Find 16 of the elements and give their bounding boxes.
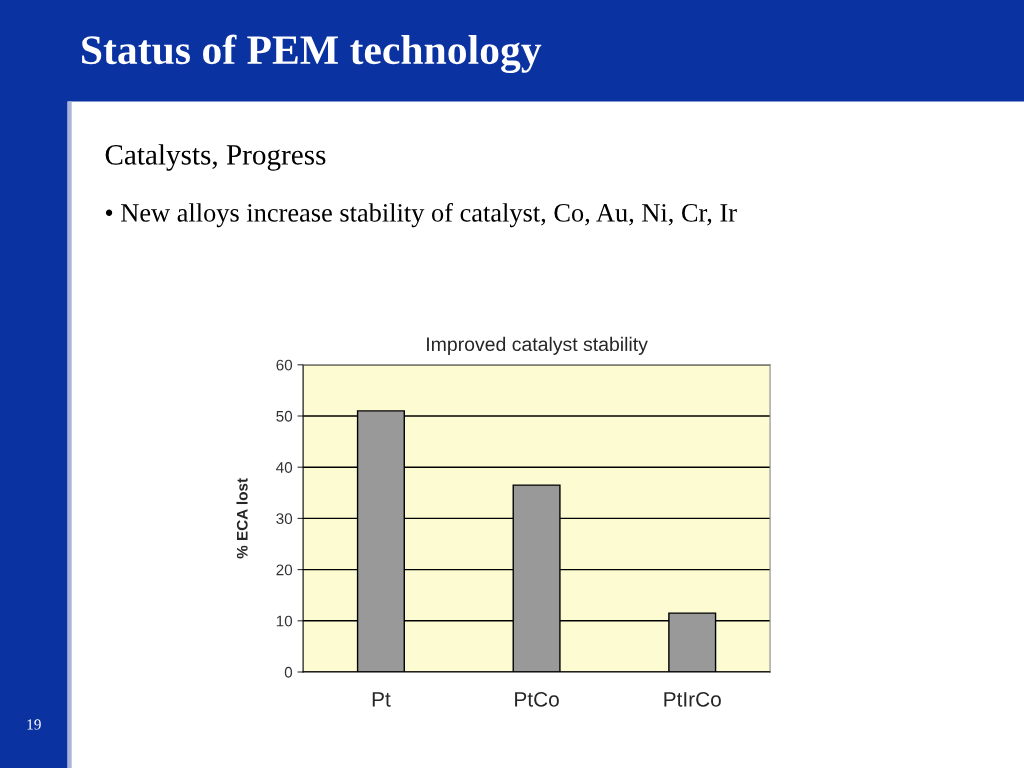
text: Catalysts, Progress xyxy=(105,144,326,171)
y-tick-label: 40 xyxy=(276,462,293,473)
x-tick-label: PtIrCo xyxy=(664,691,721,707)
chart-title: Improved catalyst stability xyxy=(427,336,648,355)
text: Status of PEM technology xyxy=(82,34,542,74)
y-tick-label: 50 xyxy=(276,410,293,422)
x-tick-label: PtCo xyxy=(515,691,559,707)
y-tick-label: 20 xyxy=(276,564,293,576)
text: • New alloys increase stability of catalyst, Co, Au, Ni, Cr, Ir xyxy=(105,202,737,228)
y-tick-label: 30 xyxy=(276,513,293,525)
x-tick-label: Pt xyxy=(372,692,391,707)
y-axis-title: % ECA lost xyxy=(236,478,248,559)
text: 19 xyxy=(27,719,41,730)
y-tick-label: 10 xyxy=(276,615,293,627)
y-tick-label: 0 xyxy=(284,666,293,678)
y-tick-label: 60 xyxy=(276,359,293,371)
